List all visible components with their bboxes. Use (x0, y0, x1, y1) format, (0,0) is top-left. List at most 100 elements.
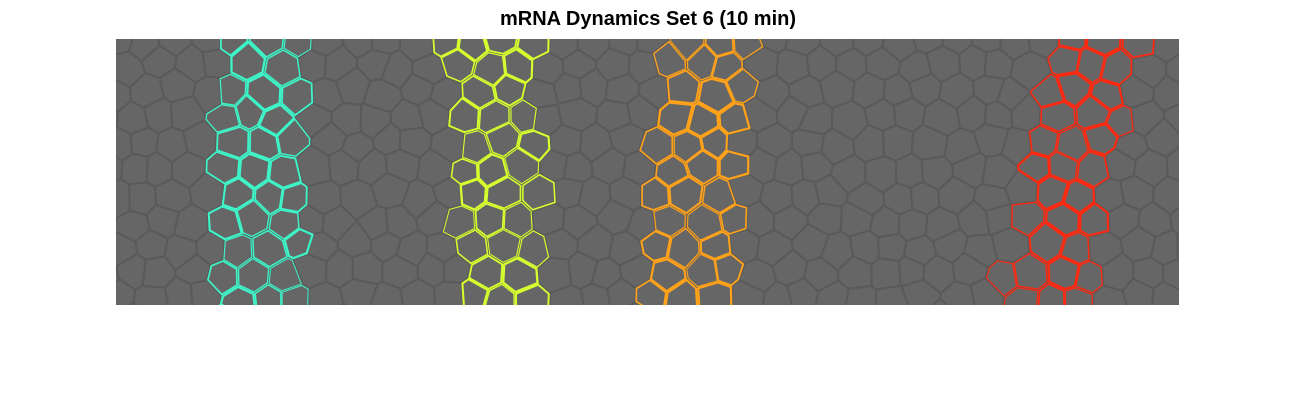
highlighted-cell (461, 75, 497, 110)
highlighted-cell (1044, 202, 1081, 237)
highlighted-cell (264, 49, 301, 87)
background-cell (1150, 280, 1179, 305)
tissue-image (116, 39, 1179, 305)
highlighted-cell (254, 283, 282, 305)
highlighted-cell (477, 153, 509, 188)
highlighted-cell (461, 278, 489, 305)
highlighted-cell (1106, 105, 1134, 138)
highlighted-cell (714, 253, 745, 287)
highlighted-cell (462, 130, 492, 164)
highlighted-cell (668, 175, 704, 215)
highlighted-cell (484, 283, 515, 305)
highlighted-cell (1040, 101, 1076, 133)
highlighted-cell (1121, 39, 1155, 59)
highlighted-cell (696, 281, 733, 305)
highlighted-cell (1016, 152, 1051, 184)
highlighted-cell (249, 126, 281, 161)
highlighted-cell (248, 39, 285, 58)
highlighted-cell (1062, 179, 1096, 214)
highlighted-cell (432, 39, 460, 58)
highlighted-cell (459, 178, 488, 211)
highlighted-cell (1083, 122, 1119, 156)
stripe-1 (205, 39, 314, 305)
highlighted-cell (238, 152, 271, 190)
highlighted-cell (455, 229, 489, 265)
highlighted-cell (686, 253, 718, 288)
highlighted-cell (1030, 73, 1065, 108)
highlighted-cell (704, 39, 735, 57)
highlighted-cell (283, 39, 312, 58)
highlighted-cell (669, 39, 705, 61)
highlighted-cell (653, 41, 687, 78)
background-cell (628, 300, 642, 305)
highlighted-cell (504, 147, 540, 185)
highlighted-cell (664, 278, 699, 305)
highlighted-cell (219, 285, 256, 305)
highlighted-cell (230, 41, 267, 82)
highlighted-cell (493, 73, 527, 107)
highlighted-cell (1085, 39, 1122, 57)
highlighted-cell (1076, 150, 1110, 188)
highlighted-cell (1003, 287, 1039, 305)
highlighted-cell (219, 73, 247, 106)
highlighted-cell (502, 257, 539, 294)
highlighted-cell (1089, 79, 1124, 112)
background-cell (1161, 257, 1179, 291)
highlighted-cell (205, 104, 241, 133)
highlighted-cell (246, 73, 282, 112)
highlighted-cell (697, 77, 735, 114)
highlighted-cell (641, 176, 670, 211)
background-cell (931, 297, 949, 305)
highlighted-cell (635, 279, 667, 305)
highlighted-cell (517, 129, 551, 162)
highlighted-cell (1064, 287, 1094, 305)
highlighted-cell (268, 257, 302, 292)
highlighted-cell (235, 94, 265, 131)
highlighted-cell (1011, 201, 1045, 237)
highlighted-cell (686, 102, 720, 138)
highlighted-cell (1056, 125, 1089, 162)
highlighted-cell (1060, 231, 1090, 265)
highlighted-cell (281, 284, 309, 305)
highlighted-cell (484, 39, 518, 55)
highlighted-cell (699, 230, 732, 260)
highlighted-cell (686, 204, 723, 241)
highlighted-cell (223, 234, 253, 269)
highlighted-cell (657, 101, 694, 136)
highlighted-cell (1056, 72, 1093, 108)
highlighted-cell (667, 227, 700, 269)
highlighted-cell (468, 254, 504, 290)
highlighted-cell (666, 69, 701, 105)
highlighted-cell (216, 126, 250, 159)
highlighted-cell (485, 122, 521, 158)
highlighted-cell (515, 283, 550, 305)
highlighted-cell (1075, 94, 1111, 130)
highlighted-cell (487, 229, 521, 263)
highlighted-cell (719, 203, 748, 235)
highlighted-cell (1036, 174, 1070, 211)
highlighted-cell (1013, 252, 1048, 290)
highlighted-cell (1100, 48, 1133, 86)
highlighted-cell (221, 177, 255, 211)
highlighted-cell (733, 39, 764, 61)
tissue-image-panel (116, 39, 1179, 305)
stripe-4 (985, 39, 1155, 305)
highlighted-cell (985, 260, 1018, 297)
highlighted-cell (503, 201, 533, 238)
highlighted-cell (701, 176, 737, 214)
highlighted-cell (448, 97, 480, 134)
background-cell (1165, 145, 1179, 183)
highlighted-cell (639, 126, 674, 165)
highlighted-cell (653, 205, 687, 238)
highlighted-cell (1049, 151, 1078, 182)
stripe-3 (635, 39, 764, 305)
highlighted-cell (207, 260, 238, 296)
figure-title: mRNA Dynamics Set 6 (10 min) (499, 8, 796, 30)
highlighted-cell (1028, 221, 1066, 264)
highlighted-cell (517, 230, 550, 268)
highlighted-cell (1079, 202, 1110, 237)
highlighted-cell (485, 176, 522, 210)
highlighted-cell (700, 126, 729, 160)
highlighted-cell (236, 199, 270, 238)
highlighted-cell (258, 103, 295, 137)
